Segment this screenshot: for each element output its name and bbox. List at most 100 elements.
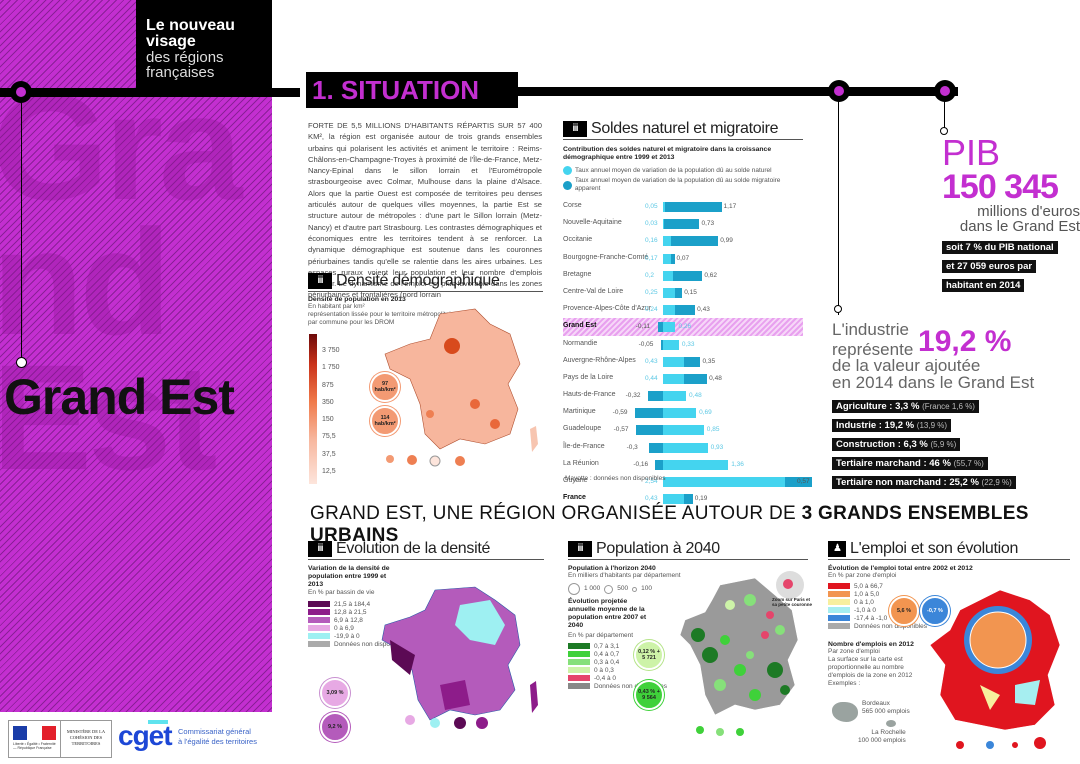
- natural-bar: [663, 442, 708, 453]
- bar-label: Bourgogne-Franche-Comté: [563, 253, 649, 261]
- pib-label: PIB: [942, 132, 1001, 173]
- natural-bar: [663, 219, 665, 230]
- bordeaux-shape-icon: [832, 702, 858, 722]
- legend-swatch-icon: [828, 591, 850, 598]
- marianne-logo: Liberté • Égalité • Fraternité — Républi…: [9, 721, 61, 757]
- employment-cartogram-map: [929, 589, 1061, 749]
- natural-bar: [663, 202, 666, 212]
- bar-row: Grand Est 0,26 -0,11: [563, 318, 803, 336]
- legend-swatch-icon: [308, 641, 330, 648]
- sector-label: Industrie : 19,2 %: [836, 420, 915, 431]
- natural-value: 0,69: [699, 409, 712, 417]
- scale-label: 12,5: [322, 468, 336, 476]
- legend-label: 0,3 à 0,4: [594, 659, 620, 666]
- pib-note: soit 7 % du PIB national: [942, 241, 1058, 254]
- cget-logo: cget: [118, 720, 173, 751]
- bar-row: Hauts-de-France 0,48 -0,32: [563, 387, 803, 404]
- connector-dot-icon: [16, 357, 27, 368]
- legend-label: 1,0 à 5,0: [854, 591, 880, 598]
- example-value: 100 000 emplois: [858, 737, 906, 744]
- scale-label: 75,5: [322, 433, 336, 441]
- legend-item: Données non disponibles: [568, 683, 808, 691]
- migratory-value: 0,19: [694, 495, 708, 503]
- example-name: Bordeaux: [862, 700, 890, 707]
- migratory-value: -0,11: [635, 323, 651, 331]
- migratory-value: 0,43: [697, 306, 710, 314]
- chart-footnote: Mayotte : données non disponibles: [565, 475, 666, 482]
- bar-row: Centre-Val de Loire 0,25 0,15: [563, 284, 803, 301]
- natural-bar: [663, 322, 676, 333]
- industry-text: L'industrie: [832, 320, 909, 339]
- scale-label: 350: [322, 398, 334, 406]
- bar-row: Guyane 2,54 0,57: [563, 473, 813, 490]
- bar-row: Corse 0,05 1,17: [563, 198, 803, 215]
- natural-value: 0,43: [645, 495, 658, 503]
- example-bordeaux: Bordeaux 565 000 emplois: [862, 700, 910, 716]
- timeline-node-icon: [828, 80, 850, 102]
- migratory-bar: [683, 494, 693, 505]
- ghost-region-text: Gra nd Est: [0, 72, 242, 492]
- france-evolution-badge: 9,2 %: [320, 712, 350, 742]
- size-label: 500: [617, 585, 629, 592]
- size-legend: 1 000 500 100: [568, 583, 808, 595]
- density-evolution-section: iiii Évolution de la densité Variation d…: [308, 540, 544, 649]
- industry-text: de la valeur ajoutée: [832, 356, 981, 375]
- pib-note: et 27 059 euros par: [942, 260, 1037, 273]
- bar-label: Pays de la Loire: [563, 373, 614, 381]
- bar-row: Nouvelle-Aquitaine 0,03 0,73: [563, 215, 803, 232]
- sector-france-value: (55,7 %): [953, 459, 984, 468]
- pib-block: PIB 150 345 millions d'euros dans le Gra…: [942, 132, 1080, 294]
- legend-label: -19,9 à 0: [334, 633, 360, 640]
- france-density-badge: 114 hab/km²: [370, 406, 400, 436]
- soldes-section: iiii Soldes naturel et migratoire Contri…: [563, 120, 803, 193]
- map-legend: 0,7 à 3,1 0,4 à 0,7 0,3 à 0,4 0 à 0,3 -0,4 à…: [568, 643, 808, 691]
- ministry-logo: Liberté • Égalité • Fraternité — Républi…: [8, 720, 112, 758]
- pib-unit: millions d'euros: [977, 203, 1080, 220]
- cget-accent: [148, 720, 168, 724]
- natural-value: 0,05: [645, 203, 658, 210]
- scale-label: 150: [322, 416, 334, 424]
- size-circle-icon: [568, 583, 580, 595]
- people-icon: iiii: [563, 121, 587, 137]
- legend-label: 0,7 à 3,1: [594, 643, 620, 650]
- population-map: [680, 571, 804, 736]
- migratory-bar: [665, 202, 722, 212]
- series-title: visage: [146, 33, 196, 50]
- example-value: 565 000 emplois: [862, 708, 910, 715]
- population-circles: [691, 594, 790, 701]
- legend-swatch-icon: [568, 667, 590, 674]
- map-note: par commune pour les DROM: [308, 319, 395, 326]
- legend-swatch-icon: [828, 583, 850, 590]
- natural-bar: [663, 459, 729, 470]
- industry-text: représente: [832, 340, 914, 359]
- legend-label: 0 à 1,0: [854, 599, 874, 606]
- natural-bar: [663, 287, 675, 298]
- natural-value: 0,48: [689, 392, 702, 400]
- migratory-bar: [648, 442, 663, 453]
- bar-label: Normandie: [563, 339, 598, 347]
- legend-item: -17,4 à -1,0: [828, 615, 1070, 623]
- natural-value: 0,17: [645, 254, 658, 262]
- migratory-value: 0,73: [701, 220, 715, 228]
- sector-item: Agriculture : 3,3 % (France 1,6 %): [832, 400, 979, 413]
- section-header: iiii Population à 2040: [568, 540, 808, 560]
- natural-bar: [663, 477, 785, 487]
- section-title: 1. SITUATION: [306, 72, 518, 108]
- natural-bar: [663, 373, 685, 384]
- ghost-line: nd: [0, 198, 171, 366]
- size-label: 1 000: [584, 585, 601, 592]
- map-subtitle: Population à l'horizon 2040: [568, 565, 656, 572]
- legend-natural: Taux annuel moyen de variation de la pop…: [563, 166, 803, 175]
- legend-label: 0 à 0,3: [594, 667, 614, 674]
- cget-desc-line: à l'égalité des territoires: [178, 737, 257, 746]
- la-rochelle-shape-icon: [886, 720, 896, 727]
- map-subtitle: Évolution projetée annuelle moyenne de l…: [568, 598, 647, 629]
- bar-row: Île-de-France 0,93 -0,3: [563, 439, 803, 456]
- migratory-bar: [635, 425, 663, 436]
- sector-label: Agriculture : 3,3 %: [836, 401, 920, 412]
- natural-value: 0,44: [645, 374, 658, 382]
- map-subtitle: Évolution de l'emploi total entre 2002 e…: [828, 565, 973, 572]
- legend-label: 12,8 à 21,5: [334, 609, 367, 616]
- natural-bar: [663, 408, 697, 419]
- bar-row: Martinique 0,69 -0,59: [563, 404, 803, 421]
